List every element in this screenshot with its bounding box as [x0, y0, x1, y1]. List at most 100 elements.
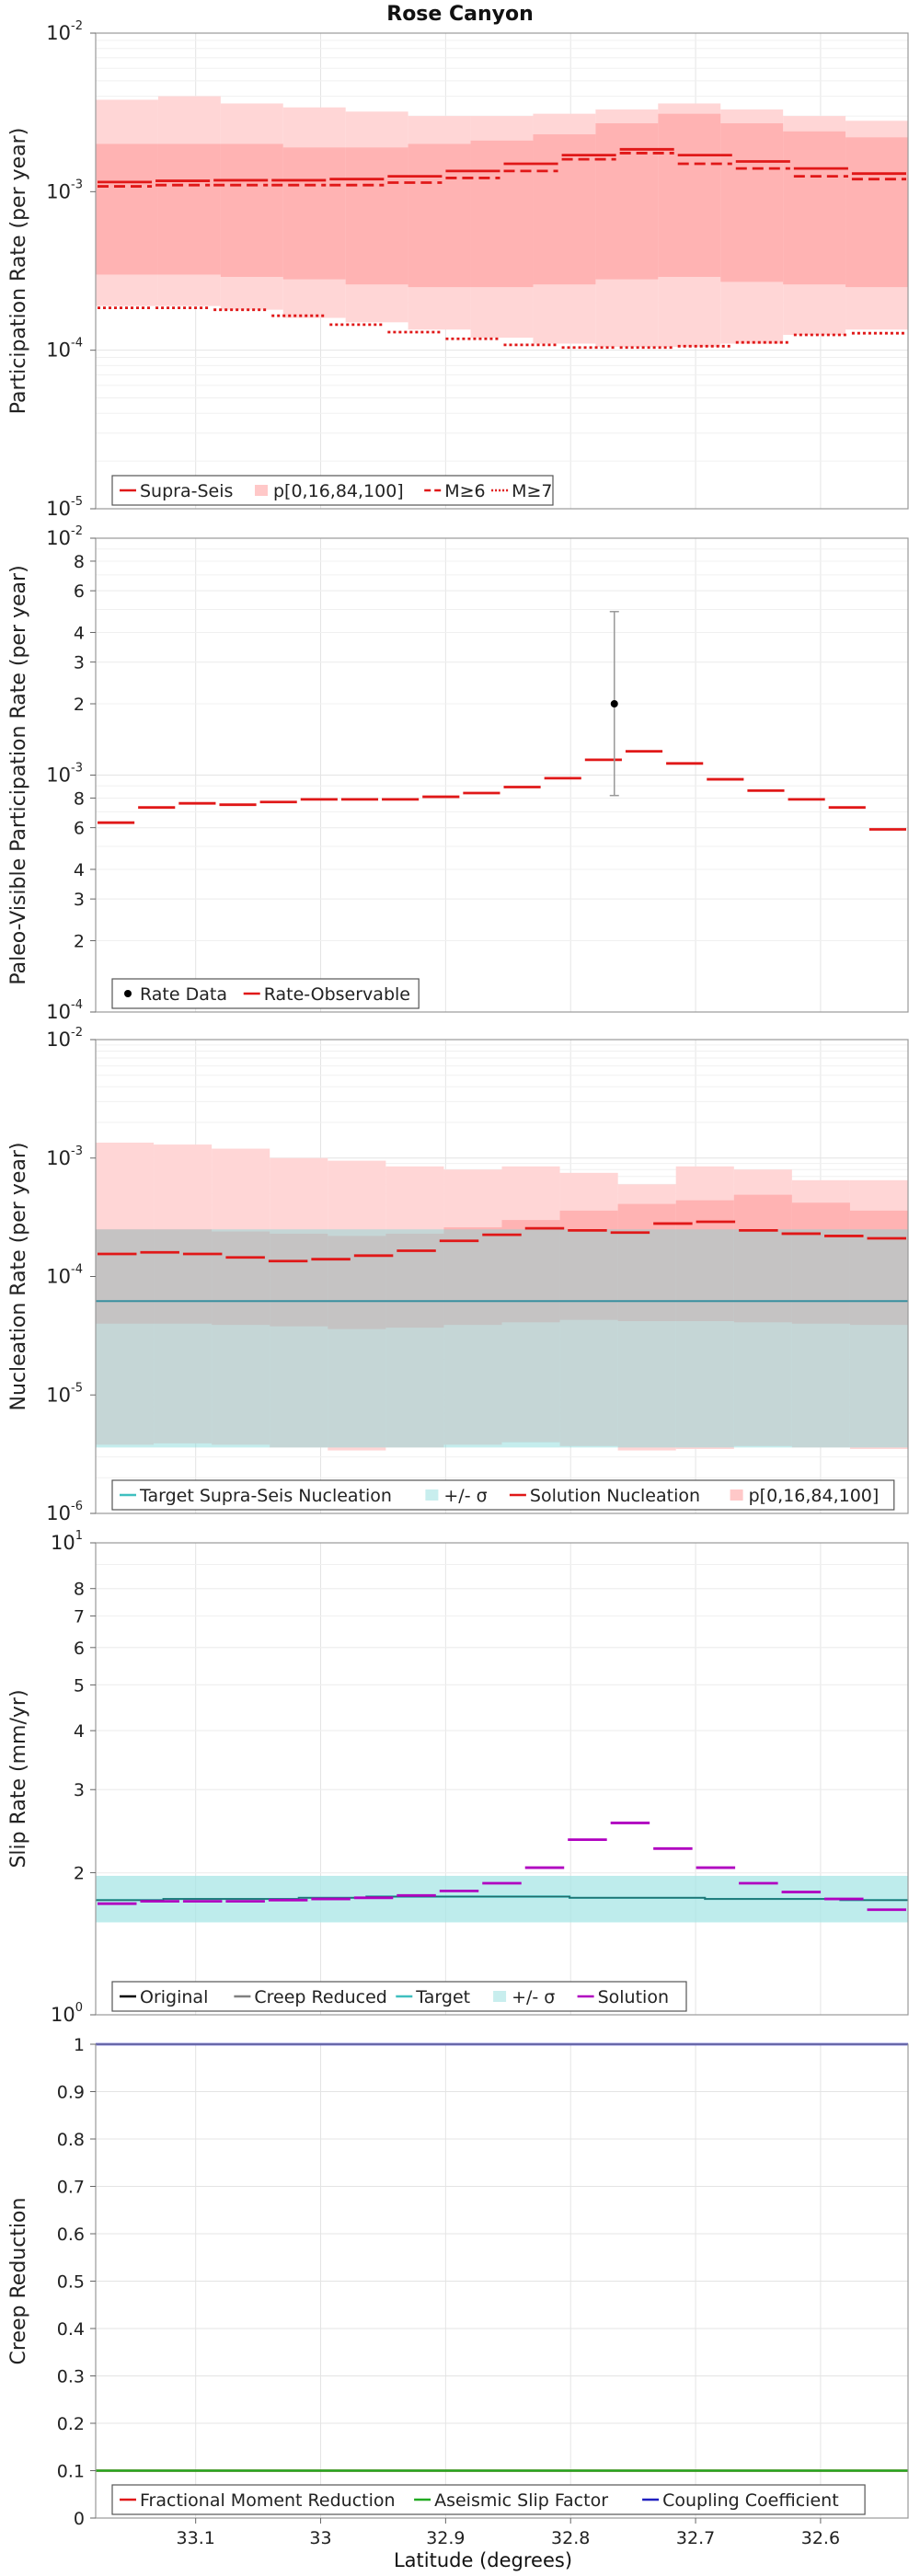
legend-label: Solution Nucleation — [530, 1486, 700, 1506]
y-tick-exponent: -2 — [71, 1026, 83, 1040]
band-segment-p[16,84] — [157, 144, 221, 275]
y-tick-label: 0.1 — [57, 2462, 85, 2482]
band-segment-p[16,84] — [270, 1233, 328, 1327]
x-tick-label: 33 — [309, 2528, 331, 2548]
y-tick-base: 10 — [46, 339, 71, 362]
y-tick-base: 10 — [46, 527, 71, 549]
y-tick-label: 0.3 — [57, 2367, 85, 2387]
y-tick-exponent: -5 — [71, 1381, 83, 1395]
y-tick-label: 0.9 — [57, 2083, 85, 2103]
y-axis-label: Paleo-Visible Participation Rate (per ye… — [7, 565, 30, 984]
legend-swatch — [255, 485, 268, 496]
band-segment-p[16,84] — [385, 1233, 444, 1328]
y-tick-exponent: -4 — [71, 337, 83, 351]
legend-label: +/- σ — [443, 1486, 487, 1506]
band-segment-p[16,84] — [658, 113, 721, 277]
y-tick-label: 10-5 — [46, 1381, 83, 1406]
y-tick-base: 10 — [46, 22, 71, 44]
y-tick-label: 3 — [74, 653, 85, 673]
y-tick-exponent: -3 — [71, 762, 83, 776]
legend-label: +/- σ — [512, 1987, 555, 2007]
y-tick-label: 100 — [51, 2001, 83, 2026]
band-segment-p[16,84] — [443, 1227, 502, 1326]
y-tick-exponent: -2 — [71, 524, 83, 538]
y-tick-base: 10 — [46, 498, 71, 520]
y-tick-label: 6 — [74, 1639, 85, 1659]
y-tick-label: 10-4 — [46, 998, 83, 1023]
legend-label: p[0,16,84,100] — [749, 1486, 880, 1506]
y-tick-label: 3 — [74, 1780, 85, 1800]
y-tick-exponent: 0 — [75, 2001, 83, 2015]
y-tick-label: 10-4 — [46, 1263, 83, 1288]
plot-area-4 — [96, 1543, 908, 2015]
y-tick-label: 10-2 — [46, 19, 83, 44]
legend-box — [111, 978, 420, 1009]
y-tick-label: 101 — [51, 1529, 83, 1554]
band-segment-p[16,84] — [212, 1231, 270, 1326]
band-segment-p[16,84] — [408, 144, 471, 288]
y-tick-base: 10 — [51, 2004, 75, 2026]
legend-swatch — [493, 1991, 507, 2002]
rate-data-point — [610, 699, 618, 707]
y-tick-label: 7 — [74, 1606, 85, 1627]
plot-border — [95, 32, 909, 510]
y-tick-label: 4 — [74, 623, 85, 643]
y-tick-label: 0 — [74, 2509, 85, 2529]
x-tick-label: 32.6 — [801, 2528, 840, 2548]
x-axis-label: Latitude (degrees) — [394, 2549, 572, 2571]
x-tick-label: 32.9 — [426, 2528, 465, 2548]
original-slip-line — [96, 1896, 908, 1901]
y-tick-exponent: -4 — [71, 1263, 83, 1277]
y-tick-label: 10-3 — [46, 178, 83, 202]
y-axis-label: Nucleation Rate (per year) — [7, 1143, 30, 1411]
band-segment-p[16,84] — [533, 133, 596, 285]
y-tick-label: 3 — [74, 890, 85, 910]
y-tick-label: 0.7 — [57, 2178, 85, 2198]
y-tick-label: 10-2 — [46, 1026, 83, 1051]
y-tick-exponent: -6 — [71, 1500, 83, 1513]
y-tick-label: 0.4 — [57, 2319, 85, 2340]
band-segment-p[16,84] — [849, 1210, 908, 1326]
y-tick-base: 10 — [46, 1384, 71, 1406]
y-tick-label: 4 — [74, 860, 85, 880]
x-tick-label: 32.7 — [676, 2528, 715, 2548]
y-tick-label: 2 — [74, 931, 85, 951]
y-tick-label: 1 — [74, 2035, 85, 2055]
legend-swatch — [425, 1489, 439, 1501]
band-segment-p[16,84] — [282, 147, 346, 280]
legend-label: p[0,16,84,100] — [273, 481, 404, 501]
legend-box — [111, 2484, 866, 2515]
figure-title: Rose Canyon — [386, 3, 534, 26]
y-tick-base: 10 — [46, 765, 71, 787]
y-tick-base: 10 — [46, 180, 71, 202]
y-tick-exponent: -2 — [71, 19, 83, 33]
y-axis-label: Slip Rate (mm/yr) — [7, 1689, 30, 1868]
y-tick-exponent: -4 — [71, 998, 83, 1012]
y-tick-label: 0.8 — [57, 2130, 85, 2150]
y-tick-label: 10-2 — [46, 524, 83, 549]
y-tick-label: 2 — [74, 1864, 85, 1884]
y-tick-label: 2 — [74, 695, 85, 715]
legend-label: Solution — [598, 1987, 669, 2007]
y-tick-label: 10-6 — [46, 1500, 83, 1524]
band-segment-p[16,84] — [328, 1236, 386, 1329]
legend-label: Fractional Moment Reduction — [140, 2490, 396, 2511]
band-segment-p[16,84] — [154, 1229, 213, 1324]
y-tick-base: 10 — [46, 1001, 71, 1023]
y-tick-label: 8 — [74, 552, 85, 572]
band-segment-p[16,84] — [96, 144, 158, 275]
legend-swatch — [730, 1489, 743, 1501]
y-tick-base: 10 — [46, 1502, 71, 1524]
legend-label: Target Supra-Seis Nucleation — [139, 1486, 392, 1506]
y-tick-label: 10-3 — [46, 762, 83, 787]
band-segment-p[16,84] — [220, 144, 283, 277]
band-segment-p[16,84] — [720, 122, 784, 282]
y-tick-exponent: -3 — [71, 178, 83, 191]
x-tick-label: 33.1 — [177, 2528, 215, 2548]
band-segment-p[16,84] — [501, 1220, 560, 1323]
y-tick-label: 10-3 — [46, 1144, 83, 1169]
y-tick-label: 8 — [74, 1580, 85, 1600]
y-tick-label: 8 — [74, 788, 85, 809]
legend-label: Rate Data — [140, 984, 227, 1005]
